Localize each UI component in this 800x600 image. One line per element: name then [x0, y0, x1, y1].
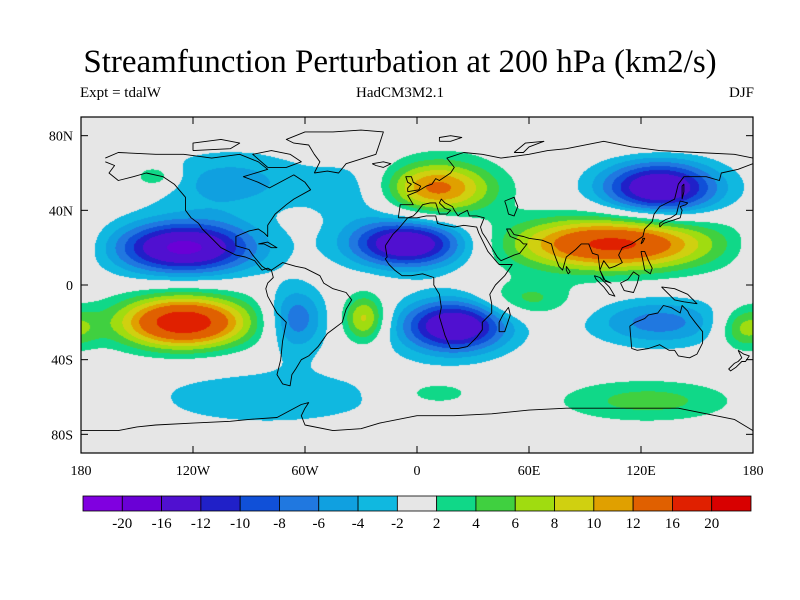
lat-tick-label: 0 — [66, 279, 73, 294]
coastline-great-britain — [405, 176, 422, 193]
colorbar-swatch — [711, 495, 752, 512]
coastline-baffin-island — [252, 150, 302, 168]
colorbar-label: 10 — [586, 516, 601, 532]
coastline-south-america — [265, 262, 353, 387]
coastline-sri-lanka — [565, 266, 571, 275]
colorbar-swatch — [161, 495, 202, 512]
coastline-taiwan — [640, 237, 646, 245]
colorbar-label: 6 — [511, 516, 519, 532]
coastline-borneo — [620, 271, 640, 293]
colorbar-label: -16 — [152, 516, 172, 532]
coastline-eurasia — [397, 140, 753, 284]
coastline-north-america — [105, 152, 312, 271]
colorbar-swatch — [593, 495, 634, 512]
lat-tick-label: 80N — [49, 130, 73, 145]
coastline-greenland — [285, 129, 384, 174]
colorbar-label: -8 — [273, 516, 286, 532]
coastline-sakhalin — [681, 183, 685, 200]
colorbar-swatch — [200, 495, 241, 512]
colorbar-swatch — [514, 495, 555, 512]
model-label: HadCM3M2.1 — [356, 85, 444, 101]
colorbar-label: -2 — [391, 516, 404, 532]
map-axes: 180 120W 60W 0 60E 120E 180 80N 40N 0 40S 80S — [49, 117, 764, 479]
lon-tick-label: 180 — [71, 464, 92, 479]
colorbar-swatch — [672, 495, 713, 512]
colorbar-label: 2 — [433, 516, 441, 532]
plot-title: Streamfunction Perturbation at 200 hPa (… — [83, 44, 717, 80]
experiment-label: Expt = tdalW — [80, 85, 161, 101]
coastline-svalbard — [438, 135, 463, 142]
colorbar-swatch — [121, 495, 162, 512]
lat-tick-label: 80S — [51, 428, 73, 443]
colorbar-swatch — [239, 495, 280, 512]
colorbar-swatch — [396, 495, 438, 512]
coastline-africa — [384, 215, 513, 349]
colorbar-swatch — [279, 495, 320, 512]
colorbar-swatch — [475, 495, 516, 512]
lon-tick-label: 180 — [743, 464, 764, 479]
colorbar-swatch — [632, 495, 673, 512]
streamfunction-field — [81, 117, 753, 453]
colorbar-label: -20 — [112, 516, 132, 532]
colorbar-label: -12 — [191, 516, 211, 532]
coastline-philippines — [640, 250, 653, 275]
lat-tick-label: 40S — [51, 354, 73, 369]
map-area — [81, 117, 753, 453]
coastline-madagascar — [498, 306, 511, 333]
colorbar-label: 20 — [704, 516, 719, 532]
colorbar-label: 12 — [626, 516, 641, 532]
colorbar-label: 8 — [551, 516, 559, 532]
colorbar-swatch — [554, 495, 595, 512]
colorbar: -20 -16 -12 -10 -8 -6 -4 -2 2 4 6 8 10 12 16 20 — [82, 495, 752, 532]
colorbar-swatch — [82, 495, 123, 512]
coastline-novaya-zemlya — [513, 140, 545, 153]
coastline-arctic-islands — [192, 138, 241, 152]
colorbar-swatch — [436, 495, 477, 512]
coastline-new-guinea — [661, 286, 698, 305]
lon-tick-label: 60E — [518, 464, 541, 479]
colorbar-label: -4 — [352, 516, 365, 532]
coastline-antarctica — [81, 402, 753, 432]
colorbar-swatch — [318, 495, 359, 512]
coastline-australia — [629, 305, 704, 359]
colorbar-label: 4 — [472, 516, 480, 532]
colorbar-label: -6 — [313, 516, 326, 532]
coastline-new-zealand — [728, 349, 750, 372]
colorbar-label: 16 — [665, 516, 681, 532]
coastline-sumatra — [593, 275, 616, 297]
coastline-caspian-sea — [504, 196, 519, 217]
coastline-japan — [659, 200, 689, 228]
colorbar-swatch — [357, 495, 398, 512]
coastline-iceland — [372, 161, 392, 168]
lon-tick-label: 60W — [291, 464, 319, 479]
lat-tick-label: 40N — [49, 204, 73, 219]
lon-tick-label: 120W — [176, 464, 211, 479]
colorbar-label: -10 — [230, 516, 250, 532]
coastlines — [81, 129, 753, 432]
lon-tick-label: 120E — [626, 464, 656, 479]
lon-tick-label: 0 — [414, 464, 421, 479]
season-label: DJF — [728, 85, 754, 101]
coastline-cuba — [258, 241, 278, 249]
